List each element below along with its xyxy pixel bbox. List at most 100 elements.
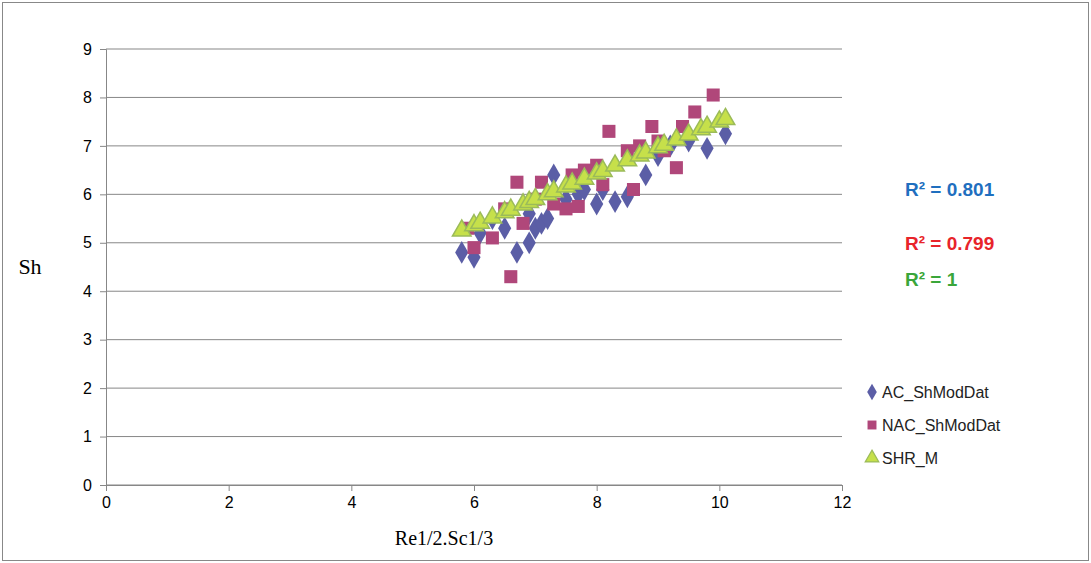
y-tick: 7	[83, 138, 106, 155]
y-tick: 5	[83, 234, 106, 251]
x-tick: 0	[102, 485, 111, 511]
y-axis: 0 1 2 3 4 5 6 7 8 9	[83, 41, 106, 494]
x-tick: 10	[711, 485, 729, 511]
grid-line	[106, 388, 842, 389]
point	[510, 176, 523, 189]
y-tick-label: 2	[83, 380, 92, 397]
y-tick: 0	[83, 477, 106, 494]
point	[707, 89, 720, 102]
x-tick: 4	[347, 485, 356, 511]
point	[572, 200, 585, 213]
y-tick: 6	[83, 186, 106, 203]
y-tick-mark	[100, 291, 106, 292]
point	[510, 241, 523, 264]
point	[467, 241, 480, 254]
y-tick-mark	[100, 388, 106, 389]
grid-line	[106, 49, 842, 50]
grid-line	[106, 436, 842, 437]
annotation: R² = 1	[905, 269, 958, 290]
y-tick: 3	[83, 331, 106, 348]
point	[670, 161, 683, 174]
annotation: R² = 0.801	[905, 179, 995, 200]
x-tick: 12	[834, 485, 852, 511]
y-tick: 9	[83, 41, 106, 58]
x-tick: 8	[593, 485, 602, 511]
x-tick-label: 0	[102, 494, 111, 511]
y-tick-mark	[100, 146, 106, 147]
x-axis-line	[107, 486, 843, 492]
legend-marker	[868, 421, 877, 430]
point	[504, 270, 517, 283]
y-tick-mark	[100, 243, 106, 244]
y-tick-mark	[100, 437, 106, 438]
x-tick-mark	[351, 485, 352, 491]
point	[645, 120, 658, 133]
legend-label: NAC_ShModDat	[882, 417, 1001, 435]
point	[688, 105, 701, 118]
legend-label: AC_ShModDat	[882, 384, 989, 402]
x-tick-mark	[842, 485, 843, 491]
x-tick-label: 12	[834, 494, 852, 511]
annotation: R² = 0.799	[905, 233, 994, 254]
point	[455, 241, 468, 264]
legend: AC_ShModDat NAC_ShModDat SHR_M	[865, 384, 1001, 468]
point	[596, 178, 609, 201]
point	[602, 125, 615, 138]
y-tick-label: 3	[83, 331, 92, 348]
point	[627, 183, 640, 196]
y-tick-mark	[100, 49, 106, 50]
x-tick-label: 10	[711, 494, 729, 511]
x-tick: 6	[470, 485, 479, 511]
grid-line	[106, 145, 842, 146]
legend-marker	[867, 384, 877, 401]
y-tick-mark	[100, 194, 106, 195]
y-tick-label: 6	[83, 186, 92, 203]
x-tick-label: 6	[470, 494, 479, 511]
y-tick-label: 4	[83, 283, 92, 300]
plot-area	[452, 89, 734, 284]
point	[639, 164, 652, 187]
x-axis: 0 2 4 6 8 10 12	[102, 485, 851, 511]
y-tick-mark	[100, 340, 106, 341]
x-tick-label: 8	[593, 494, 602, 511]
y-tick-label: 0	[83, 477, 92, 494]
y-tick-mark	[100, 97, 106, 98]
chart: 0246810120123456789Re1/2.Sc1/3ShR² = 0.8…	[0, 0, 1091, 563]
y-tick: 8	[83, 89, 106, 106]
y-tick-label: 8	[83, 89, 92, 106]
y-axis-line	[100, 50, 107, 486]
point	[596, 178, 609, 191]
point	[559, 202, 572, 215]
x-axis-title: Re1/2.Sc1/3	[395, 527, 493, 549]
y-axis-title: Sh	[18, 254, 41, 279]
x-tick-label: 2	[225, 494, 234, 511]
x-tick-label: 4	[347, 494, 356, 511]
x-tick-mark	[474, 485, 475, 491]
point	[716, 108, 735, 124]
grid-line	[106, 97, 842, 98]
series	[455, 122, 732, 268]
point	[517, 217, 530, 230]
point	[541, 207, 554, 230]
x-tick: 2	[225, 485, 234, 511]
point	[608, 190, 621, 213]
x-tick-mark	[719, 485, 720, 491]
y-tick-label: 9	[83, 41, 92, 58]
point	[486, 231, 499, 244]
y-tick-label: 5	[83, 234, 92, 251]
chart-border	[3, 3, 1089, 561]
x-tick-mark	[229, 485, 230, 491]
y-tick-label: 7	[83, 138, 92, 155]
series	[452, 108, 734, 236]
grid-line	[106, 339, 842, 340]
grid-line	[106, 194, 842, 195]
y-tick-mark	[100, 485, 106, 486]
x-tick-mark	[597, 485, 598, 491]
series	[461, 89, 719, 284]
y-tick: 2	[83, 380, 106, 397]
y-tick-label: 1	[83, 428, 92, 445]
grid-line	[106, 291, 842, 292]
y-tick: 4	[83, 283, 106, 300]
legend-marker	[865, 450, 879, 462]
legend-label: SHR_M	[882, 450, 938, 468]
